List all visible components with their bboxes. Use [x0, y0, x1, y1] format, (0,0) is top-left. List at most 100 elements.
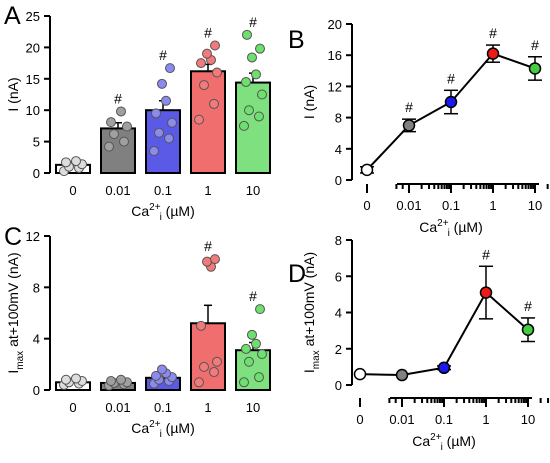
y-tick-label: 6 — [335, 269, 342, 284]
x-tick-label: 0 — [69, 183, 76, 198]
x-tick-label: 1 — [489, 198, 496, 213]
data-point — [257, 89, 267, 100]
data-point — [154, 127, 164, 138]
y-axis-label: Imax at+100mV (nA) — [5, 252, 26, 373]
data-point — [521, 323, 535, 336]
significance-mark: # — [204, 238, 212, 254]
data-point — [149, 146, 159, 157]
data-point — [244, 105, 254, 116]
data-point — [247, 52, 257, 63]
data-point — [151, 370, 161, 381]
y-tick-label: 25 — [26, 9, 40, 24]
data-point — [257, 349, 267, 360]
data-point — [122, 121, 132, 132]
y-axis — [44, 15, 51, 174]
y-tick-label: 15 — [26, 72, 40, 87]
x-tick-label: 10 — [521, 412, 535, 427]
x-tick-label: 0.01 — [105, 183, 130, 198]
y-axis-label: I (nA) — [5, 77, 21, 111]
significance-mark: # — [249, 288, 257, 304]
data-point — [241, 76, 251, 87]
data-point — [109, 129, 119, 140]
data-point — [255, 304, 265, 315]
data-point — [528, 62, 542, 75]
significance-mark: # — [531, 37, 539, 53]
data-point — [209, 367, 219, 378]
panel-letter-a: A — [4, 2, 21, 30]
data-point — [360, 163, 374, 177]
y-tick-label: 4 — [335, 142, 342, 157]
data-point — [71, 373, 81, 384]
y-tick-label: 0 — [33, 383, 40, 398]
data-point — [210, 254, 220, 265]
y-tick-label: 8 — [335, 111, 342, 126]
data-point — [71, 156, 81, 167]
x-tick-label: 1 — [482, 412, 489, 427]
x-axis-label: Ca2+i (µM) — [131, 202, 195, 223]
significance-mark: # — [159, 47, 167, 63]
y-tick-label: 16 — [328, 48, 342, 63]
significance-mark: # — [482, 246, 490, 262]
data-point — [212, 67, 222, 78]
data-point — [196, 58, 206, 69]
data-point — [104, 141, 114, 152]
data-point — [194, 377, 204, 388]
y-axis-label: Imax at+100mV (nA) — [301, 252, 322, 373]
x-axis-label: Ca2+i (µM) — [131, 419, 195, 440]
data-point — [199, 80, 209, 91]
significance-mark: # — [114, 90, 122, 106]
data-point — [437, 361, 451, 375]
y-tick-label: 2 — [335, 342, 342, 357]
x-tick-label: 1 — [204, 183, 211, 198]
y-tick-label: 4 — [335, 306, 342, 321]
data-point — [251, 69, 261, 80]
data-point — [164, 133, 174, 144]
data-point — [116, 106, 126, 117]
data-point — [196, 320, 206, 331]
data-point — [402, 119, 416, 132]
data-point — [209, 98, 219, 109]
significance-mark: # — [524, 298, 532, 314]
y-tick-label: 4 — [33, 332, 40, 347]
data-point — [255, 43, 265, 54]
data-point — [161, 95, 171, 106]
data-point — [486, 47, 500, 60]
panel-a-bar-chart: 0 5 10 15 20 25 I (nA) 0 #0.01 #0.1 #1 #10 Ca2+i (µM… — [5, 9, 271, 223]
significance-mark: # — [489, 25, 497, 41]
y-tick-label: 12 — [26, 229, 40, 244]
data-point — [210, 40, 220, 51]
data-point — [202, 48, 212, 59]
x-axis — [366, 183, 549, 193]
data-point — [212, 356, 222, 367]
panel-letter-d: D — [288, 260, 306, 288]
y-axis — [346, 23, 353, 181]
data-point — [106, 376, 116, 387]
x-tick-label: 10 — [246, 183, 260, 198]
y-tick-label: 8 — [33, 280, 40, 295]
data-point — [194, 114, 204, 125]
y-axis — [346, 239, 353, 386]
x-tick-label: 1 — [204, 400, 211, 415]
significance-mark: # — [405, 99, 413, 115]
y-tick-label: 5 — [33, 135, 40, 150]
data-point — [239, 120, 249, 131]
y-tick-label: 8 — [335, 233, 342, 248]
y-tick-label: 20 — [26, 40, 40, 55]
data-point — [244, 356, 254, 367]
data-point — [119, 136, 129, 147]
data-point — [199, 361, 209, 372]
x-tick-label: 0 — [363, 198, 370, 213]
significance-mark: # — [204, 25, 212, 41]
data-point — [151, 108, 161, 119]
y-tick-label: 0 — [33, 166, 40, 181]
data-point — [353, 367, 367, 381]
x-tick-label: 0.1 — [154, 400, 172, 415]
y-tick-label: 0 — [335, 378, 342, 393]
x-tick-label: 0.1 — [154, 183, 172, 198]
x-tick-label: 0 — [356, 412, 363, 427]
x-tick-label: 10 — [246, 400, 260, 415]
y-tick-label: 12 — [328, 79, 342, 94]
y-axis — [44, 235, 51, 391]
x-axis-label: Ca2+i (µM) — [412, 432, 476, 453]
